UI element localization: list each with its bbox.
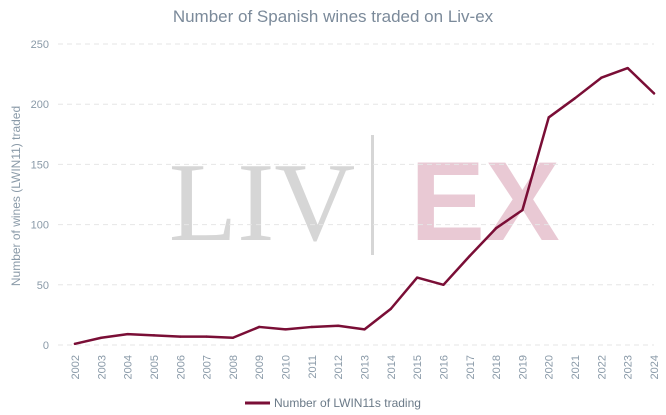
- series-line[interactable]: [73, 66, 656, 346]
- y-tick-label: 0: [43, 340, 49, 352]
- data-point[interactable]: [126, 332, 129, 336]
- x-tick-label: 2006: [175, 355, 187, 379]
- data-point[interactable]: [494, 227, 498, 230]
- x-tick-label: 2003: [96, 355, 108, 379]
- x-tick-label: 2002: [70, 355, 82, 379]
- data-point[interactable]: [573, 96, 577, 100]
- x-tick-label: 2008: [228, 355, 240, 379]
- x-axis-ticks: 2002 2003 2004 2005 2006 2007 2008 2009 2010 2011…: [70, 355, 661, 379]
- x-tick-label: 2012: [333, 355, 345, 379]
- data-point[interactable]: [363, 328, 366, 331]
- y-axis-label: Number of wines (LWIN11) traded: [9, 106, 23, 286]
- watermark-divider: [371, 135, 374, 255]
- data-point[interactable]: [389, 307, 393, 311]
- data-point[interactable]: [521, 208, 524, 212]
- data-point[interactable]: [600, 76, 603, 79]
- x-tick-label: 2010: [281, 355, 293, 379]
- watermark-ex: EX: [410, 139, 559, 264]
- data-point[interactable]: [626, 66, 629, 70]
- y-tick-label: 250: [31, 39, 49, 51]
- y-tick-label: 150: [31, 159, 49, 171]
- data-point[interactable]: [310, 325, 314, 329]
- x-tick-label: 2022: [596, 355, 608, 379]
- data-point[interactable]: [652, 92, 656, 95]
- data-point[interactable]: [284, 328, 287, 331]
- series-layer: [73, 66, 656, 346]
- y-tick-label: 50: [37, 280, 49, 292]
- x-tick-label: 2017: [465, 355, 477, 379]
- x-tick-label: 2015: [412, 355, 424, 379]
- data-point[interactable]: [152, 334, 156, 337]
- data-point[interactable]: [205, 335, 208, 338]
- chart-title: Number of Spanish wines traded on Liv-ex: [173, 7, 494, 26]
- x-tick-label: 2021: [570, 355, 582, 379]
- legend-label: Number of LWIN11s trading: [274, 396, 421, 410]
- data-point[interactable]: [415, 276, 419, 279]
- x-tick-label: 2005: [149, 355, 161, 379]
- x-tick-label: 2024: [649, 355, 661, 379]
- data-point[interactable]: [258, 325, 261, 329]
- data-point[interactable]: [442, 283, 445, 286]
- liv-ex-watermark: LIV EX: [169, 135, 560, 265]
- x-tick-label: 2007: [202, 355, 214, 379]
- x-tick-label: 2016: [438, 355, 450, 379]
- data-point[interactable]: [547, 116, 550, 119]
- x-tick-label: 2020: [544, 355, 556, 379]
- x-tick-label: 2009: [254, 355, 266, 379]
- data-point[interactable]: [73, 342, 77, 345]
- x-tick-label: 2013: [360, 355, 372, 379]
- y-axis-ticks: 0 50 100 150 200 250: [31, 39, 49, 352]
- data-point[interactable]: [100, 336, 103, 339]
- x-tick-label: 2023: [623, 355, 635, 379]
- data-point[interactable]: [336, 324, 340, 327]
- x-tick-label: 2014: [386, 355, 398, 379]
- x-tick-label: 2004: [123, 355, 135, 379]
- data-point[interactable]: [179, 335, 182, 338]
- y-tick-label: 100: [31, 220, 49, 232]
- gridlines: [58, 43, 654, 346]
- x-tick-label: 2011: [307, 355, 319, 379]
- watermark-liv: LIV: [169, 141, 356, 265]
- legend[interactable]: Number of LWIN11s trading: [245, 396, 421, 410]
- x-tick-label: 2018: [491, 355, 503, 379]
- data-point[interactable]: [468, 254, 471, 258]
- x-tick-label: 2019: [517, 355, 529, 379]
- data-point[interactable]: [231, 336, 235, 339]
- y-tick-label: 200: [31, 99, 49, 111]
